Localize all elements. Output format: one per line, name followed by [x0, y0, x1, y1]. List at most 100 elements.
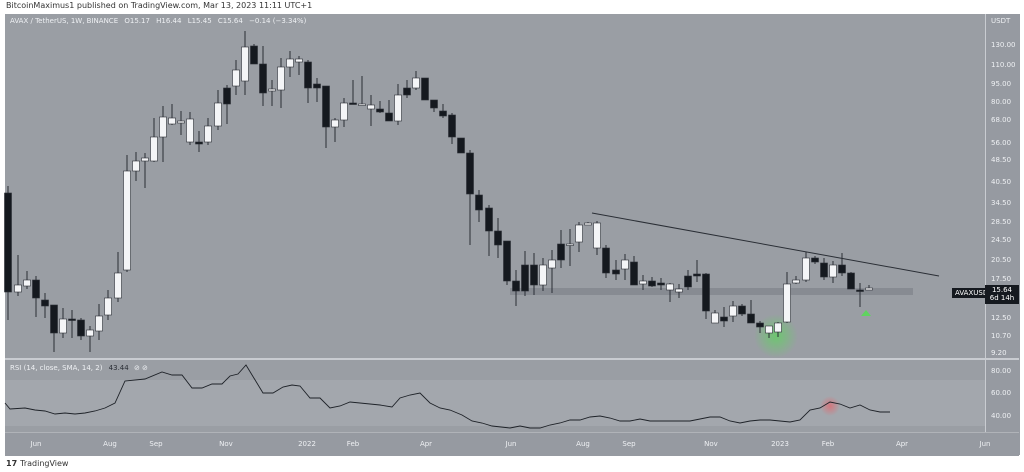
candle-body [159, 116, 167, 138]
candle-body [475, 194, 483, 211]
candle-body [566, 243, 574, 246]
price-label: 20.50 [991, 256, 1012, 264]
candle-body [512, 280, 520, 292]
candle-body [68, 318, 76, 321]
rsi-label: 40.00 [991, 412, 1012, 420]
candle-body [349, 102, 357, 105]
legend-low: L15.45 [187, 17, 212, 25]
price-label: 24.50 [991, 236, 1012, 244]
symbol-legend: AVAX / TetherUS, 1W, BINANCE O15.17 H16.… [10, 17, 310, 25]
candle-body [367, 104, 375, 110]
candle-body [114, 272, 122, 299]
candle-body [865, 287, 873, 291]
candle-body [466, 152, 474, 195]
candle-body [223, 87, 231, 105]
candle-body [295, 58, 303, 63]
candle-body [286, 58, 294, 68]
candle-body [95, 315, 103, 332]
candle-body [86, 329, 94, 337]
price-label: 28.50 [991, 218, 1012, 226]
green-arrow-icon [861, 310, 871, 316]
candle-body [557, 243, 565, 261]
candle-body [421, 77, 429, 101]
candle-body [847, 272, 855, 290]
brand-name: TradingView [20, 459, 69, 468]
candle-body [747, 313, 755, 324]
candle-body [77, 319, 85, 337]
price-label: 48.50 [991, 156, 1012, 164]
candle-body [729, 305, 737, 317]
candle-body [394, 94, 402, 122]
candle-body [50, 304, 58, 334]
candle-body [250, 45, 258, 65]
candle-body [639, 280, 647, 285]
candle-body [494, 230, 502, 246]
time-label: Apr [895, 440, 909, 448]
time-axis[interactable] [5, 432, 1019, 456]
rsi-label: 60.00 [991, 389, 1012, 397]
candle-body [123, 170, 131, 271]
candle-body [313, 83, 321, 89]
pane-separator[interactable] [5, 358, 1019, 360]
rsi-label: 80.00 [991, 367, 1012, 375]
price-label: 68.00 [991, 116, 1012, 124]
price-label: 10.70 [991, 332, 1012, 340]
symbol-tag: AVAXUSDT [952, 288, 996, 298]
candle-body [693, 273, 701, 277]
candle-body [485, 207, 493, 232]
candle-body [268, 88, 276, 92]
tradingview-brand[interactable]: 17 TradingView [6, 459, 68, 468]
candle-body [584, 222, 592, 226]
currency-label: USDT [991, 17, 1011, 25]
rsi-value: 43.44 [108, 364, 129, 372]
candle-body [621, 259, 629, 270]
candle-body [259, 63, 267, 94]
candle-body [403, 87, 411, 96]
legend-symbol: AVAX / TetherUS, 1W, BINANCE [10, 17, 119, 25]
candle-body [838, 264, 846, 274]
candle-body [430, 99, 438, 109]
price-label: 130.00 [991, 41, 1016, 49]
candle-body [457, 137, 465, 154]
candle-body [548, 259, 556, 269]
time-label: Nov [219, 440, 233, 448]
candle-body [756, 322, 764, 328]
rsi-label: RSI (14, close, SMA, 14, 2) [10, 364, 103, 372]
candle-body [765, 325, 773, 334]
candle-body [448, 114, 456, 138]
time-label: Feb [821, 440, 835, 448]
candle-body [829, 264, 837, 278]
legend-change: −0.14 (−3.34%) [249, 17, 307, 25]
candle-body [783, 283, 791, 323]
candle-body [503, 240, 511, 282]
candle-body [602, 247, 610, 274]
price-label: 12.50 [991, 314, 1012, 322]
time-label: Sep [622, 440, 636, 448]
candle-body [168, 117, 176, 125]
candle-body [150, 136, 158, 162]
candle-body [530, 264, 538, 286]
price-label: 56.00 [991, 139, 1012, 147]
descending-trendline [591, 212, 940, 277]
candle-body [59, 318, 67, 334]
price-label: 80.00 [991, 98, 1012, 106]
candle-body [439, 110, 447, 117]
price-label: 9.20 [991, 349, 1007, 357]
price-label: 34.50 [991, 199, 1012, 207]
legend-close: C15.64 [217, 17, 243, 25]
price-axis[interactable] [985, 14, 1020, 455]
candle-body [657, 282, 665, 286]
last-price: 15.64 [991, 286, 1013, 294]
candle-body [675, 288, 683, 293]
candle-body [738, 305, 746, 315]
candle-body [177, 120, 185, 124]
time-label: 2023 [771, 440, 789, 448]
rsi-line [4, 364, 890, 429]
candle-body [856, 289, 864, 292]
candle-body [376, 108, 384, 113]
candle-body [186, 118, 194, 143]
candle-body [539, 264, 547, 286]
candle-body [648, 280, 656, 287]
candle-body [4, 192, 12, 293]
